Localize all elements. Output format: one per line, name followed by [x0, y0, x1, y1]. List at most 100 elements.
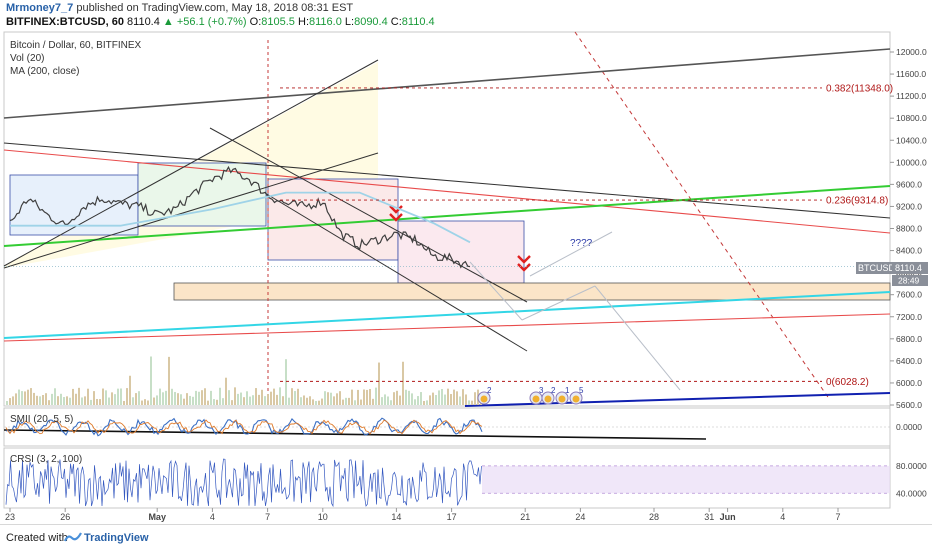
projection-arrow: [469, 261, 523, 321]
volume-bar: [333, 396, 335, 405]
price-axis: 12000.0 11600.0 11200.0 10800.0 10400.0 10000…: [890, 47, 927, 410]
time-tick-label: Jun: [720, 512, 736, 522]
chevron-down-icon: [517, 263, 531, 272]
volume-bar: [246, 391, 248, 405]
range-box-4: [397, 220, 525, 284]
time-tick-label: 21: [520, 512, 530, 522]
author-link[interactable]: Mrmoney7_7: [6, 2, 74, 14]
volume-bar: [66, 396, 68, 405]
price-badge-text: 8110.4: [895, 263, 922, 273]
price-tick-label: 7200.0: [896, 312, 922, 322]
price-tick-label: 6400.0: [896, 356, 922, 366]
volume-bar: [177, 393, 179, 405]
volume-bar: [15, 393, 17, 405]
volume-bar: [141, 400, 143, 405]
volume-bar: [108, 397, 110, 405]
volume-bar: [186, 393, 188, 405]
crsi-indicator-label: CRSI (3, 2, 100): [10, 454, 82, 465]
event-flag-icon: [544, 395, 552, 403]
volume-bar: [165, 390, 167, 405]
close-label: C:: [390, 16, 402, 28]
price-tick-label: 5600.0: [896, 400, 922, 410]
tradingview-brand[interactable]: TradingView: [84, 532, 149, 544]
volume-bar: [381, 397, 383, 405]
time-tick-label: 4: [780, 512, 785, 522]
volume-bar: [255, 388, 257, 405]
event-count-label: 5: [579, 386, 584, 395]
long-resistance-line: [3, 48, 891, 119]
volume-bar: [330, 392, 332, 405]
volume-bar: [402, 361, 404, 405]
volume-bar: [354, 400, 356, 405]
volume-bar: [45, 393, 47, 405]
smi-indicator-label: SMII (20, 5, 5): [10, 414, 73, 425]
volume-bar: [93, 391, 95, 405]
volume-bar: [126, 388, 128, 405]
chevron-down-icon: [517, 255, 531, 264]
volume-bar: [264, 396, 266, 405]
volume-bar: [192, 396, 194, 405]
smi-trend-line: [3, 429, 707, 440]
fib-levels: 0.382(11348.0) 0.236(9314.8) 0(6028.2): [280, 83, 893, 388]
volume-bar: [225, 377, 227, 405]
volume-bar: [240, 392, 242, 405]
volume-bar: [351, 389, 353, 405]
volume-bar: [75, 393, 77, 405]
high-label: H:: [298, 16, 309, 28]
volume-bar: [336, 393, 338, 405]
cyan-support-line: [3, 291, 891, 339]
volume-bar: [99, 399, 101, 405]
open-value: 8105.5: [261, 16, 295, 28]
volume-bar: [69, 397, 71, 405]
volume-bar: [474, 392, 476, 405]
volume-bar: [180, 394, 182, 405]
volume-bar: [441, 388, 443, 405]
volume-bar: [222, 398, 224, 405]
volume-bar: [129, 375, 131, 405]
time-tick-label: 17: [447, 512, 457, 522]
event-count-label: 1: [565, 386, 570, 395]
volume-bar: [315, 400, 317, 405]
projection-arrow: [529, 231, 613, 277]
volume-bar: [63, 397, 65, 405]
volume-bar: [132, 397, 134, 405]
up-arrow-icon: ▲: [162, 16, 174, 28]
event-count-label: 3: [539, 386, 544, 395]
price-line: [9, 165, 471, 269]
volume-bar: [234, 387, 236, 405]
volume-bar: [195, 390, 197, 405]
volume-bar: [291, 388, 293, 405]
volume-bar: [114, 394, 116, 405]
time-tick-label: 23: [5, 512, 15, 522]
fib-level-label: 0.236(9314.8): [826, 196, 888, 207]
volume-bar: [285, 359, 287, 405]
event-flag-icon: [480, 395, 488, 403]
projection-arrow: [594, 285, 681, 391]
volume-bar: [327, 392, 329, 405]
volume-bar: [465, 394, 467, 405]
close-value: 8110.4: [401, 16, 435, 28]
volume-bars: [6, 356, 482, 405]
crsi-tick-label: 40.0000: [896, 488, 927, 498]
volume-bar: [96, 398, 98, 405]
price-tick-label: 12000.0: [896, 47, 927, 57]
volume-bar: [249, 396, 251, 405]
volume-bar: [387, 396, 389, 405]
price-change: +56.1 (+0.7%): [176, 16, 247, 28]
price-tick-label: 9200.0: [896, 201, 922, 211]
volume-bar: [90, 399, 92, 405]
countdown-badge-bg: [892, 275, 928, 286]
volume-bar: [111, 392, 113, 405]
volume-bar: [279, 387, 281, 405]
volume-bar: [372, 398, 374, 405]
volume-bar: [174, 391, 176, 405]
volume-bar: [39, 396, 41, 405]
price-tick-label: 6800.0: [896, 334, 922, 344]
volume-bar: [267, 394, 269, 405]
volume-bar: [105, 390, 107, 405]
crsi-line: [5, 458, 482, 508]
volume-bar: [306, 397, 308, 405]
volume-bar: [276, 394, 278, 405]
volume-bar: [210, 390, 212, 405]
